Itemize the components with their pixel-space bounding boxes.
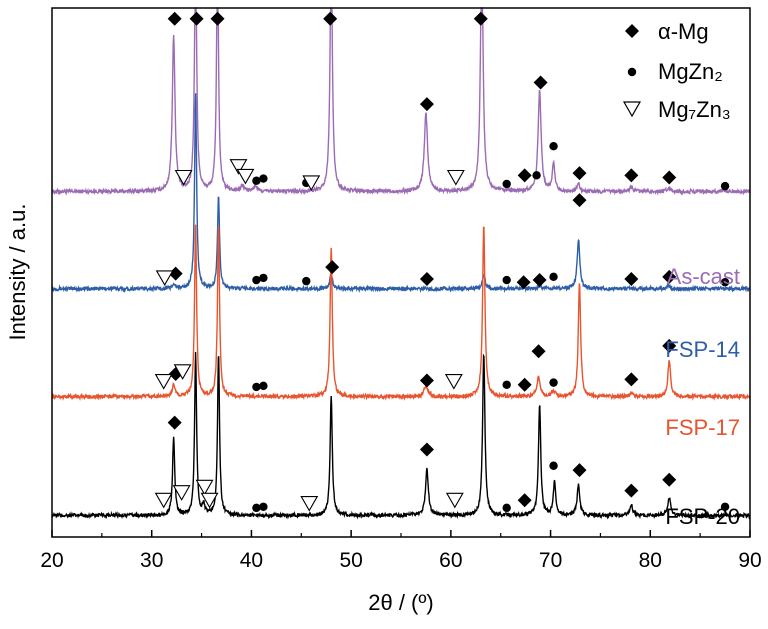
alpha-mg-marker <box>210 11 225 26</box>
mgzn2-marker <box>252 382 261 392</box>
alpha-mg-marker <box>572 193 587 208</box>
alpha-mg-marker <box>517 168 532 183</box>
alpha-mg-marker <box>517 377 532 392</box>
mgzn2-marker <box>502 275 511 285</box>
mg7zn3-marker <box>444 373 463 390</box>
alpha-mg-marker <box>167 415 182 430</box>
alpha-mg-marker <box>624 271 639 286</box>
alpha-mg-marker <box>662 170 677 185</box>
mg7zn3-marker <box>446 169 465 186</box>
mgzn2-marker <box>720 502 730 511</box>
series-line-fsp-14 <box>51 93 751 294</box>
plot-frame <box>51 7 751 538</box>
mgzn2-marker <box>252 176 261 185</box>
legend-label-mg7zn3: Mg₇Zn₃ <box>658 97 731 122</box>
x-tick-label: 80 <box>639 549 662 572</box>
alpha-mg-marker <box>624 168 639 183</box>
legend: α-Mg MgZn₂ Mg₇Zn₃ <box>622 19 731 122</box>
series-line-fsp-20 <box>51 352 751 520</box>
mg7zn3-marker <box>172 485 191 501</box>
mgzn2-marker <box>502 503 511 513</box>
alpha-mg-marker <box>531 344 546 359</box>
alpha-mg-marker <box>168 266 183 281</box>
mg7zn3-marker <box>236 168 255 185</box>
alpha-mg-marker <box>323 11 338 26</box>
x-tick-label: 30 <box>140 549 163 572</box>
mgzn2-marker <box>720 181 730 191</box>
alpha-mg-marker <box>624 372 639 387</box>
mgzn2-marker <box>252 275 261 285</box>
series-label-fsp-14: FSP-14 <box>665 337 740 362</box>
tick-layer: 20 30 40 50 60 70 80 90 <box>40 530 762 572</box>
mg7zn3-marker <box>200 492 219 509</box>
mgzn2-marker <box>259 381 268 391</box>
alpha-mg-marker <box>189 11 204 26</box>
mg7zn3-marker <box>154 492 173 509</box>
mgzn2-marker <box>259 174 268 183</box>
mgzn2-marker <box>549 141 558 151</box>
mgzn2-marker <box>549 461 558 470</box>
alpha-mg-marker <box>533 75 548 90</box>
mg7zn3-marker <box>229 159 248 175</box>
alpha-mg-marker <box>419 271 434 286</box>
x-tick-label: 70 <box>539 549 562 572</box>
alpha-mg-marker <box>572 463 587 478</box>
mg7zn3-marker <box>195 479 214 496</box>
series-label-fsp-20: FSP-20 <box>665 504 740 529</box>
mg7zn3-marker <box>154 373 173 390</box>
legend-label-alpha-mg: α-Mg <box>658 19 709 44</box>
mgzn2-marker <box>720 278 730 287</box>
x-tick-label: 50 <box>339 549 362 572</box>
alpha-mg-marker <box>662 338 677 353</box>
mgzn2-marker <box>549 378 558 387</box>
x-axis-label: 2θ / (º) <box>368 590 434 615</box>
mgzn2-marker <box>302 276 311 286</box>
x-tick-label: 60 <box>439 549 462 572</box>
alpha-mg-marker <box>572 166 587 181</box>
series-line-fsp-17 <box>51 224 751 402</box>
mg7zn3-marker <box>173 364 192 380</box>
mg7zn3-marker <box>302 175 321 192</box>
alpha-mg-marker <box>662 472 677 487</box>
alpha-mg-marker <box>325 260 340 275</box>
alpha-mg-marker <box>532 273 547 288</box>
series-layer <box>51 7 751 520</box>
alpha-mg-marker <box>516 275 531 290</box>
mgzn2-marker <box>532 171 541 180</box>
mgzn2-marker <box>259 273 268 283</box>
x-tick-label: 40 <box>240 549 263 572</box>
mgzn2-marker <box>549 272 558 282</box>
series-label-fsp-17: FSP-17 <box>665 415 740 440</box>
series-label-as-cast: As-cast <box>667 264 740 289</box>
mg7zn3-marker <box>300 495 319 512</box>
legend-diamond-icon <box>625 24 639 38</box>
legend-dot-icon <box>627 67 637 77</box>
mgzn2-marker <box>259 502 268 511</box>
alpha-mg-marker <box>419 373 434 388</box>
alpha-mg-marker <box>662 269 677 284</box>
mg7zn3-marker <box>155 270 174 287</box>
x-tick-label: 20 <box>40 549 63 572</box>
marker-layer <box>154 11 730 513</box>
alpha-mg-marker <box>167 11 182 26</box>
alpha-mg-marker <box>624 483 639 498</box>
legend-label-mgzn2: MgZn₂ <box>658 59 723 84</box>
mg7zn3-marker <box>174 169 193 186</box>
x-tick-label: 90 <box>738 549 761 572</box>
mgzn2-marker <box>252 503 261 513</box>
mgzn2-marker <box>502 380 511 389</box>
alpha-mg-marker <box>419 97 434 112</box>
alpha-mg-marker <box>419 442 434 457</box>
series-line-as-cast <box>51 7 751 196</box>
y-axis-label: Intensity / a.u. <box>5 204 30 341</box>
mg7zn3-marker <box>445 492 464 509</box>
alpha-mg-marker <box>517 493 532 508</box>
alpha-mg-marker <box>473 11 488 26</box>
legend-triangle-down-icon <box>622 101 642 118</box>
mgzn2-marker <box>502 179 511 189</box>
